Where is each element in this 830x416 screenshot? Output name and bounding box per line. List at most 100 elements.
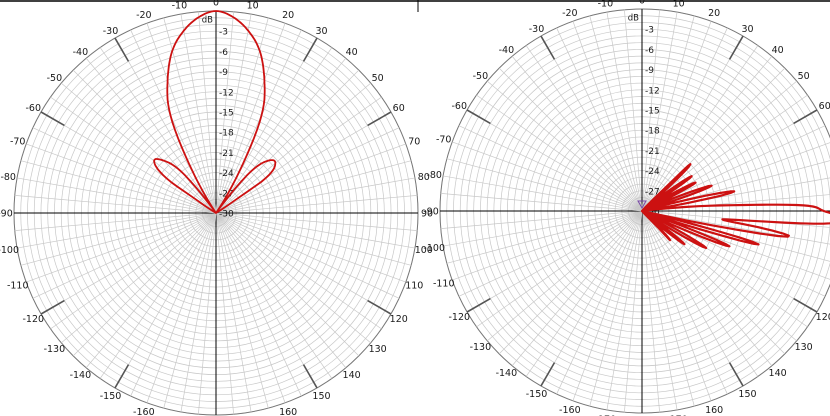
- angle-grid-spoke: [32, 212, 217, 299]
- angle-tick-label: -140: [496, 368, 518, 379]
- angle-grid-spoke: [641, 21, 712, 212]
- radial-tick-label: -21: [219, 149, 234, 159]
- angle-grid-spoke: [99, 212, 217, 379]
- radial-tick-label: -27: [645, 187, 660, 197]
- angle-tick-label: 30: [741, 24, 753, 35]
- angle-tick-label: -10: [172, 1, 188, 12]
- major-angle-tick: [40, 111, 65, 127]
- radial-tick-label: -30: [219, 210, 234, 220]
- angle-grid-spoke: [641, 35, 744, 212]
- angle-tick-label: -70: [10, 136, 26, 147]
- angle-tick-label: 80: [418, 172, 430, 183]
- angle-grid-spoke: [641, 15, 695, 212]
- major-angle-tick: [728, 35, 744, 60]
- major-angle-tick: [302, 37, 318, 62]
- angle-tick-label: -120: [22, 314, 44, 325]
- angle-grid-spoke: [498, 210, 643, 355]
- major-angle-tick: [114, 37, 130, 62]
- angle-tick-label: 90: [421, 209, 433, 220]
- angle-grid-spoke: [624, 210, 643, 413]
- angle-grid-spoke: [146, 23, 217, 214]
- major-angle-tick: [540, 362, 556, 387]
- angle-tick-label: -80: [426, 170, 442, 181]
- angle-grid-spoke: [215, 47, 333, 214]
- angle-grid-spoke: [641, 80, 797, 212]
- angle-grid-spoke: [215, 160, 412, 214]
- angle-tick-label: -50: [473, 71, 489, 82]
- angle-grid-spoke: [440, 210, 643, 229]
- angle-grid-spoke: [26, 212, 217, 283]
- angle-grid-spoke: [440, 193, 643, 212]
- angle-grid-spoke: [641, 210, 830, 245]
- radial-tick-label: -12: [645, 86, 660, 96]
- angle-grid-spoke: [72, 69, 217, 214]
- radial-tick-label: -9: [219, 68, 228, 78]
- angle-grid-spoke: [556, 27, 643, 212]
- angle-tick-label: 120: [390, 314, 408, 325]
- angle-grid-spoke: [85, 212, 217, 368]
- angle-tick-label: -20: [136, 10, 152, 21]
- angle-tick-label: 30: [315, 26, 327, 37]
- angle-tick-label: -160: [559, 405, 581, 416]
- angle-tick-label: 70: [408, 136, 420, 147]
- pattern-trace-series-1: [153, 10, 277, 214]
- angle-grid-spoke: [215, 177, 415, 214]
- angle-grid-spoke: [641, 210, 712, 401]
- angle-tick-label: 170: [670, 414, 688, 416]
- angle-grid-spoke: [215, 212, 347, 368]
- angle-grid-spoke: [458, 210, 643, 297]
- angle-grid-spoke: [215, 212, 360, 357]
- angle-tick-label: 20: [282, 10, 294, 21]
- radial-unit-label: dB: [202, 16, 213, 26]
- angle-tick-label: -30: [529, 24, 545, 35]
- angle-grid-spoke: [466, 109, 643, 212]
- angle-grid-spoke: [215, 212, 412, 266]
- angle-grid-spoke: [50, 212, 217, 330]
- angle-grid-spoke: [606, 210, 643, 410]
- angle-grid-spoke: [72, 212, 217, 357]
- angle-grid-spoke: [641, 210, 728, 395]
- angle-tick-label: -40: [499, 45, 515, 56]
- angle-tick-label: -150: [100, 391, 122, 402]
- angle-tick-label: 10: [673, 0, 685, 10]
- angle-tick-label: 130: [795, 342, 813, 353]
- angle-grid-spoke: [215, 212, 400, 299]
- angle-tick-label: 150: [312, 391, 330, 402]
- angle-grid-spoke: [215, 212, 392, 315]
- angle-grid-spoke: [624, 9, 643, 212]
- major-angle-tick: [793, 109, 818, 125]
- angle-grid-spoke: [641, 12, 678, 212]
- angle-grid-spoke: [215, 29, 302, 214]
- angle-tick-label: 60: [393, 103, 405, 114]
- angle-grid-spoke: [215, 195, 418, 214]
- angle-grid-spoke: [17, 212, 217, 249]
- major-angle-tick: [540, 35, 556, 60]
- angle-grid-spoke: [180, 14, 217, 214]
- angle-grid-spoke: [215, 23, 286, 214]
- angle-grid-spoke: [540, 35, 643, 212]
- angle-grid-spoke: [40, 111, 217, 214]
- angle-grid-spoke: [215, 212, 234, 415]
- angle-grid-spoke: [215, 212, 406, 283]
- angle-tick-label: -140: [70, 370, 92, 381]
- angle-grid-spoke: [215, 69, 360, 214]
- angle-tick-label: 160: [705, 405, 723, 416]
- angle-tick-label: 40: [346, 47, 358, 58]
- angle-grid-spoke: [589, 210, 643, 407]
- angle-grid-spoke: [215, 58, 347, 214]
- angle-grid-spoke: [641, 210, 744, 387]
- angle-grid-spoke: [466, 210, 643, 313]
- angle-grid-spoke: [215, 143, 406, 214]
- angle-grid-spoke: [163, 212, 217, 409]
- angle-grid-spoke: [641, 210, 818, 313]
- radial-tick-label: -12: [219, 88, 234, 98]
- angle-grid-spoke: [498, 67, 643, 212]
- angle-grid-spoke: [525, 210, 643, 377]
- angle-tick-label: 0: [639, 0, 645, 7]
- angle-tick-label: -130: [470, 342, 492, 353]
- angle-grid-spoke: [99, 47, 217, 214]
- radial-tick-label: -15: [645, 107, 660, 117]
- angle-grid-spoke: [511, 56, 643, 212]
- radial-tick-label: -3: [645, 26, 654, 36]
